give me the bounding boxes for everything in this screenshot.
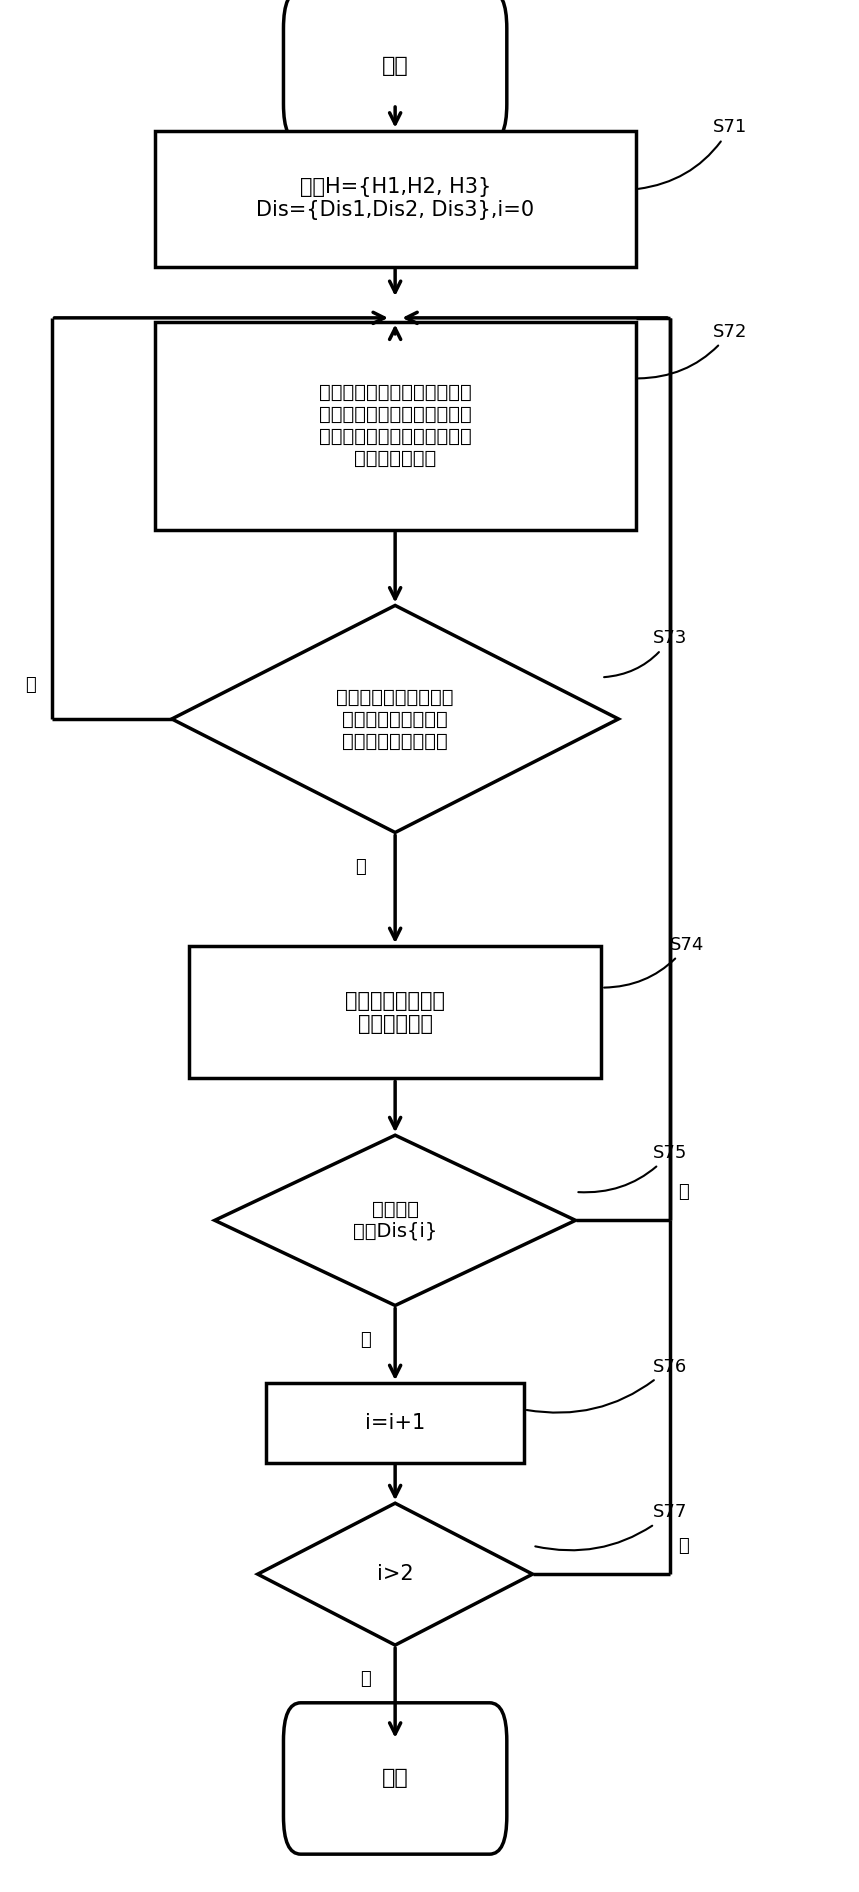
Text: 开始: 开始 bbox=[381, 57, 409, 76]
Text: S73: S73 bbox=[604, 630, 687, 677]
Text: 是: 是 bbox=[25, 675, 35, 694]
Text: 处理后的图像的灰度值
达到预标定温度一一
对应的图像灰度阈值: 处理后的图像的灰度值 达到预标定温度一一 对应的图像灰度阈值 bbox=[337, 687, 454, 751]
Polygon shape bbox=[215, 1135, 576, 1305]
Text: S75: S75 bbox=[578, 1145, 687, 1192]
Text: 是: 是 bbox=[360, 1671, 370, 1688]
Text: i>2: i>2 bbox=[377, 1565, 413, 1584]
Text: S72: S72 bbox=[638, 324, 747, 378]
Text: 否: 否 bbox=[356, 857, 366, 876]
Text: i=i+1: i=i+1 bbox=[365, 1413, 425, 1432]
Text: 否: 否 bbox=[679, 1182, 690, 1201]
Bar bbox=[155, 322, 636, 530]
Text: 否: 否 bbox=[679, 1536, 690, 1555]
Text: S76: S76 bbox=[527, 1358, 687, 1413]
FancyBboxPatch shape bbox=[283, 1703, 507, 1854]
Polygon shape bbox=[172, 605, 618, 832]
Text: S71: S71 bbox=[638, 119, 747, 189]
Polygon shape bbox=[258, 1502, 533, 1644]
Text: 是: 是 bbox=[360, 1330, 370, 1349]
Text: 获取工件表层的图像信息，并
对获取的工件表层的图像信息
进行灰度变换和去噪处理，得
到处理后的图像: 获取工件表层的图像信息，并 对获取的工件表层的图像信息 进行灰度变换和去噪处理，… bbox=[319, 384, 472, 467]
Text: 返回: 返回 bbox=[381, 1769, 409, 1788]
FancyBboxPatch shape bbox=[283, 0, 507, 142]
Text: S77: S77 bbox=[535, 1504, 687, 1550]
Text: 控制工件按照预设
速度进行移动: 控制工件按照预设 速度进行移动 bbox=[345, 991, 445, 1033]
Bar bbox=[189, 946, 601, 1078]
Text: 赋值H={H1,H2, H3}
Dis={Dis1,Dis2, Dis3},i=0: 赋值H={H1,H2, H3} Dis={Dis1,Dis2, Dis3},i=… bbox=[256, 178, 534, 219]
Text: 工件走完
距离Dis{i}: 工件走完 距离Dis{i} bbox=[353, 1200, 437, 1241]
Bar bbox=[155, 131, 636, 267]
Bar bbox=[266, 1383, 524, 1463]
Text: S74: S74 bbox=[604, 937, 704, 988]
